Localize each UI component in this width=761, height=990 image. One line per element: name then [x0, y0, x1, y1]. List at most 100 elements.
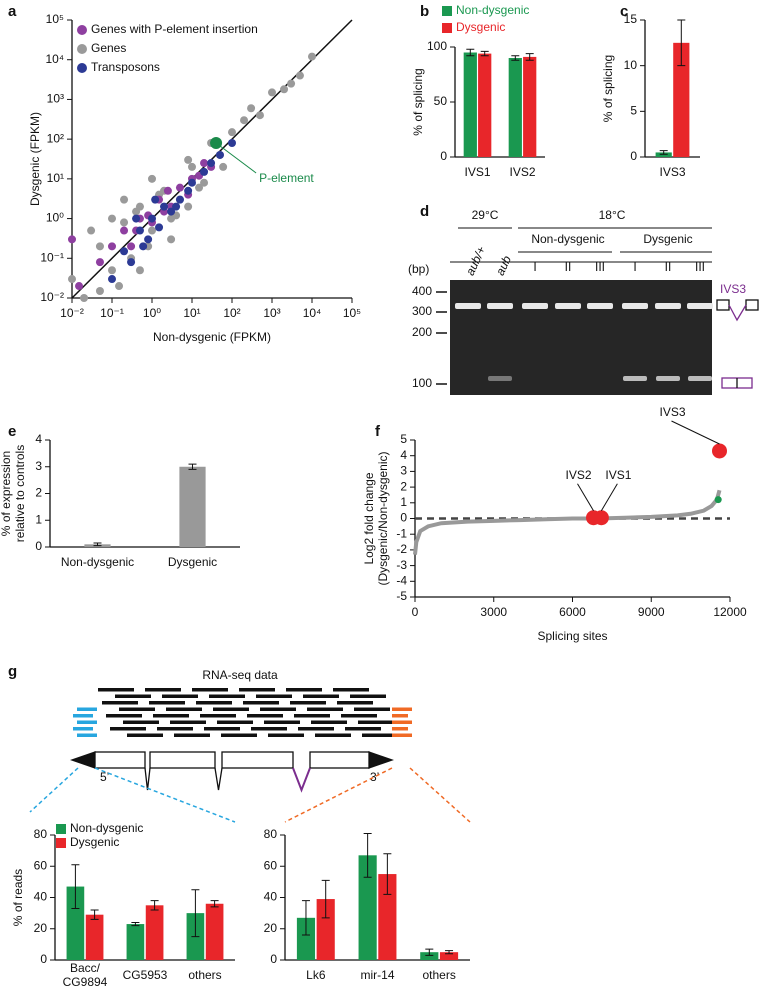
end-label: 5’ [100, 770, 109, 784]
point [68, 235, 76, 244]
read [110, 727, 146, 731]
x-tick-label: 10² [223, 306, 240, 320]
bar [508, 58, 522, 157]
point [175, 195, 184, 204]
y-axis-label: % of reads [11, 869, 25, 926]
y-tick-label: 5 [630, 104, 637, 118]
read [260, 707, 296, 711]
x-tick-label: 9000 [638, 605, 665, 619]
read [209, 694, 245, 698]
point [155, 223, 164, 232]
product-glyphs [716, 299, 759, 389]
gel-panel: d 29°C 18°C Non-dysgenic Dysgenic aub/+ … [408, 203, 759, 395]
lane-label: aub [493, 253, 514, 277]
marker-label: 100 [412, 376, 432, 390]
y-tick-label: 0 [270, 952, 277, 966]
legend-swatch [77, 63, 87, 73]
y-axis-label: % of splicing [601, 55, 615, 122]
x-tick-label: Dysgenic [168, 555, 217, 569]
point [108, 214, 116, 223]
band [656, 376, 680, 381]
error-bar [210, 900, 219, 908]
read [157, 727, 193, 731]
product-label: IVS3 [720, 282, 746, 296]
gene-model [70, 751, 394, 793]
legend-swatch [442, 23, 452, 33]
point [172, 202, 181, 211]
y-tick-label: 50 [434, 94, 448, 108]
group-label: Non-dysgenic [531, 232, 604, 246]
y-tick-label: 1 [35, 512, 42, 526]
y-tick-label: 60 [34, 858, 48, 872]
panel-label: f [375, 423, 381, 440]
band [488, 376, 512, 381]
legend-swatch [77, 44, 87, 54]
error-bar [445, 950, 454, 955]
read [243, 701, 279, 705]
point [127, 258, 136, 267]
read [345, 727, 381, 731]
error-bar [363, 832, 372, 878]
y-tick-label: 80 [264, 827, 278, 841]
band [687, 303, 713, 309]
y-tick-label: -4 [396, 573, 407, 587]
x-tick-label: mir-14 [360, 968, 394, 982]
point [295, 71, 304, 80]
y-tick-label: 20 [264, 921, 278, 935]
bar [478, 53, 492, 157]
marker-label: 400 [412, 284, 432, 298]
panel-label: c [620, 3, 628, 20]
y-tick-label: 4 [35, 432, 42, 446]
point [120, 247, 129, 256]
x-tick-label: 10⁴ [303, 306, 322, 320]
point [120, 226, 129, 235]
y-tick-label: 40 [34, 890, 48, 904]
y-tick-label: 3 [35, 459, 42, 473]
lane-label: III [695, 260, 705, 274]
y-tick-label: 60 [264, 858, 278, 872]
x-tick-label: 10⁻² [60, 306, 84, 320]
y-tick-label: 10⁰ [46, 211, 64, 225]
annotation: IVS1 [605, 468, 631, 482]
read [247, 714, 283, 718]
x-tick-label: IVS3 [659, 165, 685, 179]
error-bar [71, 864, 80, 909]
point [108, 275, 116, 284]
point [135, 266, 144, 275]
bar [316, 899, 335, 960]
point [247, 104, 256, 113]
x-tick-label: others [422, 968, 455, 982]
y-tick-label: 10³ [47, 92, 64, 106]
point [255, 111, 264, 120]
curve [413, 489, 722, 555]
x-tick-label: IVS2 [509, 165, 535, 179]
point [87, 226, 96, 235]
legend-label: Genes with P-element insertion [91, 22, 258, 36]
annotation-line [577, 483, 594, 511]
point [75, 282, 84, 291]
read [256, 694, 292, 698]
gel-image [450, 280, 712, 395]
y-axis-label: % of expressionrelative to controls [0, 445, 27, 542]
point [184, 202, 193, 211]
read [174, 733, 210, 737]
legend-label: Dysgenic [456, 20, 505, 34]
x-axis-label: Splicing sites [537, 629, 607, 643]
read [333, 688, 369, 692]
read [303, 694, 339, 698]
read [166, 707, 202, 711]
legend-swatch [56, 838, 66, 848]
point [160, 202, 169, 211]
annotation-line [600, 483, 618, 511]
bar [145, 905, 164, 960]
lane-label: aub/+ [463, 244, 489, 277]
bar [358, 855, 377, 960]
bar [673, 42, 690, 158]
legend-swatch [442, 6, 452, 16]
read [392, 727, 408, 731]
point [108, 242, 116, 251]
read [127, 733, 163, 737]
x-tick-label: Bacc/CG9894 [63, 961, 108, 989]
